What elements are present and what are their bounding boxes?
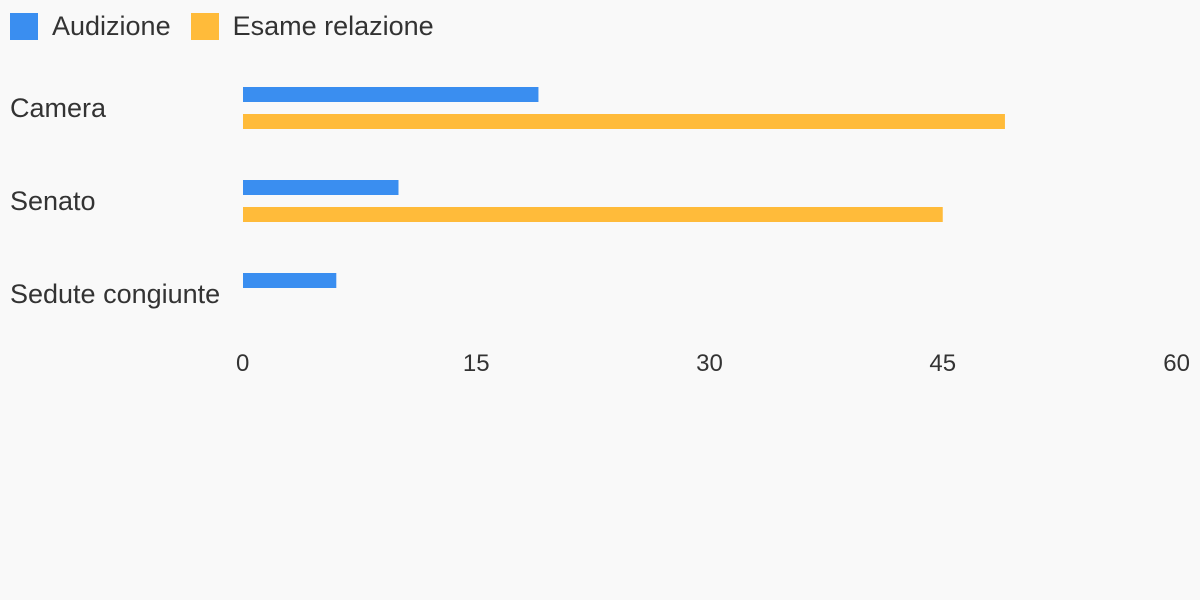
- x-tick-label-60: 60: [1163, 350, 1190, 377]
- x-tick-label-30: 30: [696, 350, 723, 377]
- legend-item-audizione: Audizione: [10, 10, 171, 42]
- legend-item-esame-relazione: Esame relazione: [190, 10, 434, 42]
- legend: Audizione Esame relazione: [10, 10, 454, 42]
- bar-audizione-sedute-congiunte: [243, 273, 337, 288]
- legend-swatch-audizione: [10, 12, 38, 40]
- category-label-senato: Senato: [10, 186, 96, 216]
- legend-label-esame-relazione: Esame relazione: [232, 11, 434, 41]
- category-label-camera: Camera: [10, 93, 107, 123]
- category-label-sedute-congiunte: Sedute congiunte: [10, 279, 220, 309]
- bar-audizione-senato: [243, 180, 399, 195]
- x-tick-label-45: 45: [929, 350, 956, 377]
- legend-label-audizione: Audizione: [52, 11, 171, 41]
- bar-esame-relazione-camera: [243, 114, 1005, 129]
- x-tick-label-0: 0: [236, 350, 249, 377]
- bar-esame-relazione-senato: [243, 207, 943, 222]
- x-tick-label-15: 15: [463, 350, 490, 377]
- legend-swatch-esame-relazione: [190, 12, 219, 40]
- bar-audizione-camera: [243, 87, 539, 102]
